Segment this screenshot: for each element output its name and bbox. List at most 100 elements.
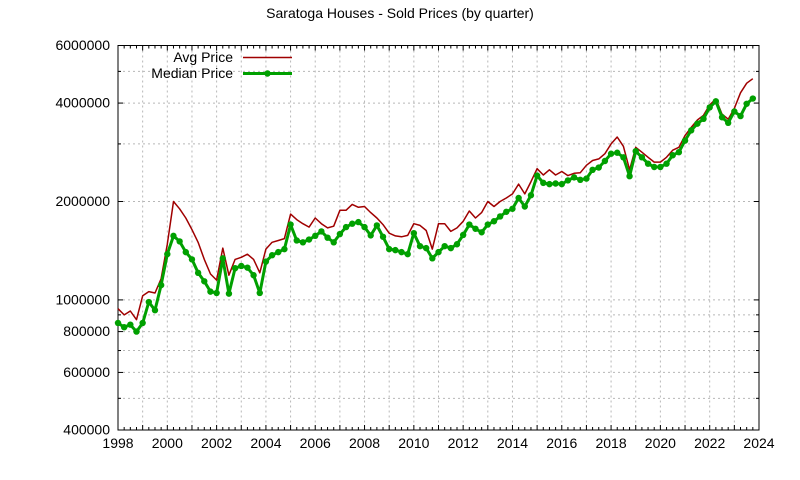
median-price-marker <box>201 278 208 285</box>
median-price-marker <box>127 321 134 328</box>
median-price-marker <box>749 95 757 102</box>
chart-title: Saratoga Houses - Sold Prices (by quarte… <box>266 5 534 21</box>
median-price-marker <box>478 229 485 236</box>
median-price-marker <box>262 258 270 265</box>
median-price-marker <box>139 319 146 327</box>
median-price-marker <box>651 163 658 171</box>
median-price-marker <box>607 150 615 157</box>
data-series <box>114 78 757 335</box>
median-price-marker <box>700 115 707 123</box>
x-tick-label: 2022 <box>694 435 725 451</box>
y-tick-label: 400000 <box>63 422 110 438</box>
plot-border <box>117 45 760 431</box>
median-price-marker <box>663 160 670 167</box>
median-price-marker <box>318 228 325 235</box>
median-price-marker <box>595 164 602 171</box>
legend-sample-median-marker <box>264 70 271 77</box>
median-price-marker <box>472 225 479 232</box>
median-price-marker <box>441 242 448 250</box>
median-price-marker <box>620 154 627 161</box>
y-tick-label: 2000000 <box>55 193 110 209</box>
x-tick-label: 2016 <box>546 435 577 451</box>
median-price-marker <box>589 166 596 174</box>
median-price-marker <box>558 180 565 188</box>
x-tick-label: 2020 <box>645 435 676 451</box>
median-price-marker <box>540 179 547 187</box>
median-price-marker <box>429 255 436 262</box>
median-price-marker <box>182 248 189 256</box>
median-price-marker <box>435 248 442 256</box>
median-price-marker <box>570 174 578 181</box>
y-tick-label: 1000000 <box>55 291 110 307</box>
median-price-marker <box>614 149 621 156</box>
median-price-marker <box>410 229 418 237</box>
median-price-marker <box>392 246 399 254</box>
median-price-marker <box>601 157 609 165</box>
median-price-marker <box>447 244 455 252</box>
median-price-marker <box>743 100 750 107</box>
legend: Avg Price Median Price <box>151 49 292 81</box>
median-price-marker <box>737 112 744 120</box>
legend-label-avg-price: Avg Price <box>173 49 233 65</box>
median-price-marker <box>151 307 159 314</box>
median-price-marker <box>213 289 220 297</box>
median-price-marker <box>552 180 559 187</box>
median-price-marker <box>521 203 528 210</box>
x-tick-label: 2008 <box>349 435 380 451</box>
median-price-marker <box>176 238 183 245</box>
x-tick-label: 2014 <box>497 435 528 451</box>
median-price-marker <box>681 137 689 144</box>
median-price-marker <box>731 108 738 115</box>
median-price-marker <box>238 262 245 270</box>
x-tick-label: 2002 <box>201 435 232 451</box>
median-price-marker <box>299 239 307 246</box>
median-price-marker <box>694 120 701 127</box>
x-tick-label: 2018 <box>595 435 626 451</box>
median-price-marker <box>564 177 572 184</box>
x-tick-label: 2000 <box>152 435 183 451</box>
x-tick-label: 1998 <box>102 435 133 451</box>
median-price-marker <box>349 220 356 227</box>
median-price-marker <box>164 250 171 258</box>
median-price-marker <box>398 248 405 256</box>
median-price-marker <box>361 223 368 231</box>
median-price-marker <box>404 250 411 258</box>
median-price-marker <box>632 147 639 155</box>
median-price-marker <box>133 328 140 335</box>
median-price-marker <box>484 221 492 228</box>
median-price-marker <box>120 324 128 331</box>
median-price-marker <box>527 192 535 199</box>
gridlines <box>118 45 759 430</box>
median-price-marker <box>638 154 646 161</box>
y-axis-labels: 400000 600000 800000 1000000 2000000 4000000 6… <box>55 37 110 438</box>
x-axis-labels: 1998 2000 2002 2004 2006 2008 2010 2012 2014 2016… <box>102 435 774 451</box>
median-price-marker <box>422 244 430 252</box>
median-price-marker <box>287 221 294 228</box>
median-price-marker <box>293 237 300 244</box>
median-price-marker <box>503 208 510 215</box>
median-price-marker <box>490 218 498 225</box>
median-price-marker <box>330 239 337 246</box>
median-price-marker <box>305 236 313 243</box>
median-price-marker <box>114 319 122 327</box>
y-tick-label: 4000000 <box>55 95 110 111</box>
median-price-marker <box>626 172 633 180</box>
median-price-marker <box>657 163 664 171</box>
median-price-marker <box>459 231 467 239</box>
y-tick-label: 600000 <box>63 364 110 380</box>
median-price-marker <box>385 245 393 253</box>
median-price-marker <box>644 160 652 167</box>
median-price-marker <box>145 298 153 306</box>
median-price-marker <box>225 290 233 297</box>
median-price-marker <box>157 281 165 289</box>
y-tick-label: 6000000 <box>55 37 110 53</box>
median-price-marker <box>336 230 344 238</box>
median-price-marker <box>583 175 590 182</box>
median-price-marker <box>170 232 177 240</box>
median-price-marker <box>244 264 251 271</box>
median-price-marker <box>312 232 319 240</box>
median-price-marker <box>724 119 732 127</box>
x-tick-label: 2006 <box>300 435 331 451</box>
median-price-marker <box>188 256 196 263</box>
